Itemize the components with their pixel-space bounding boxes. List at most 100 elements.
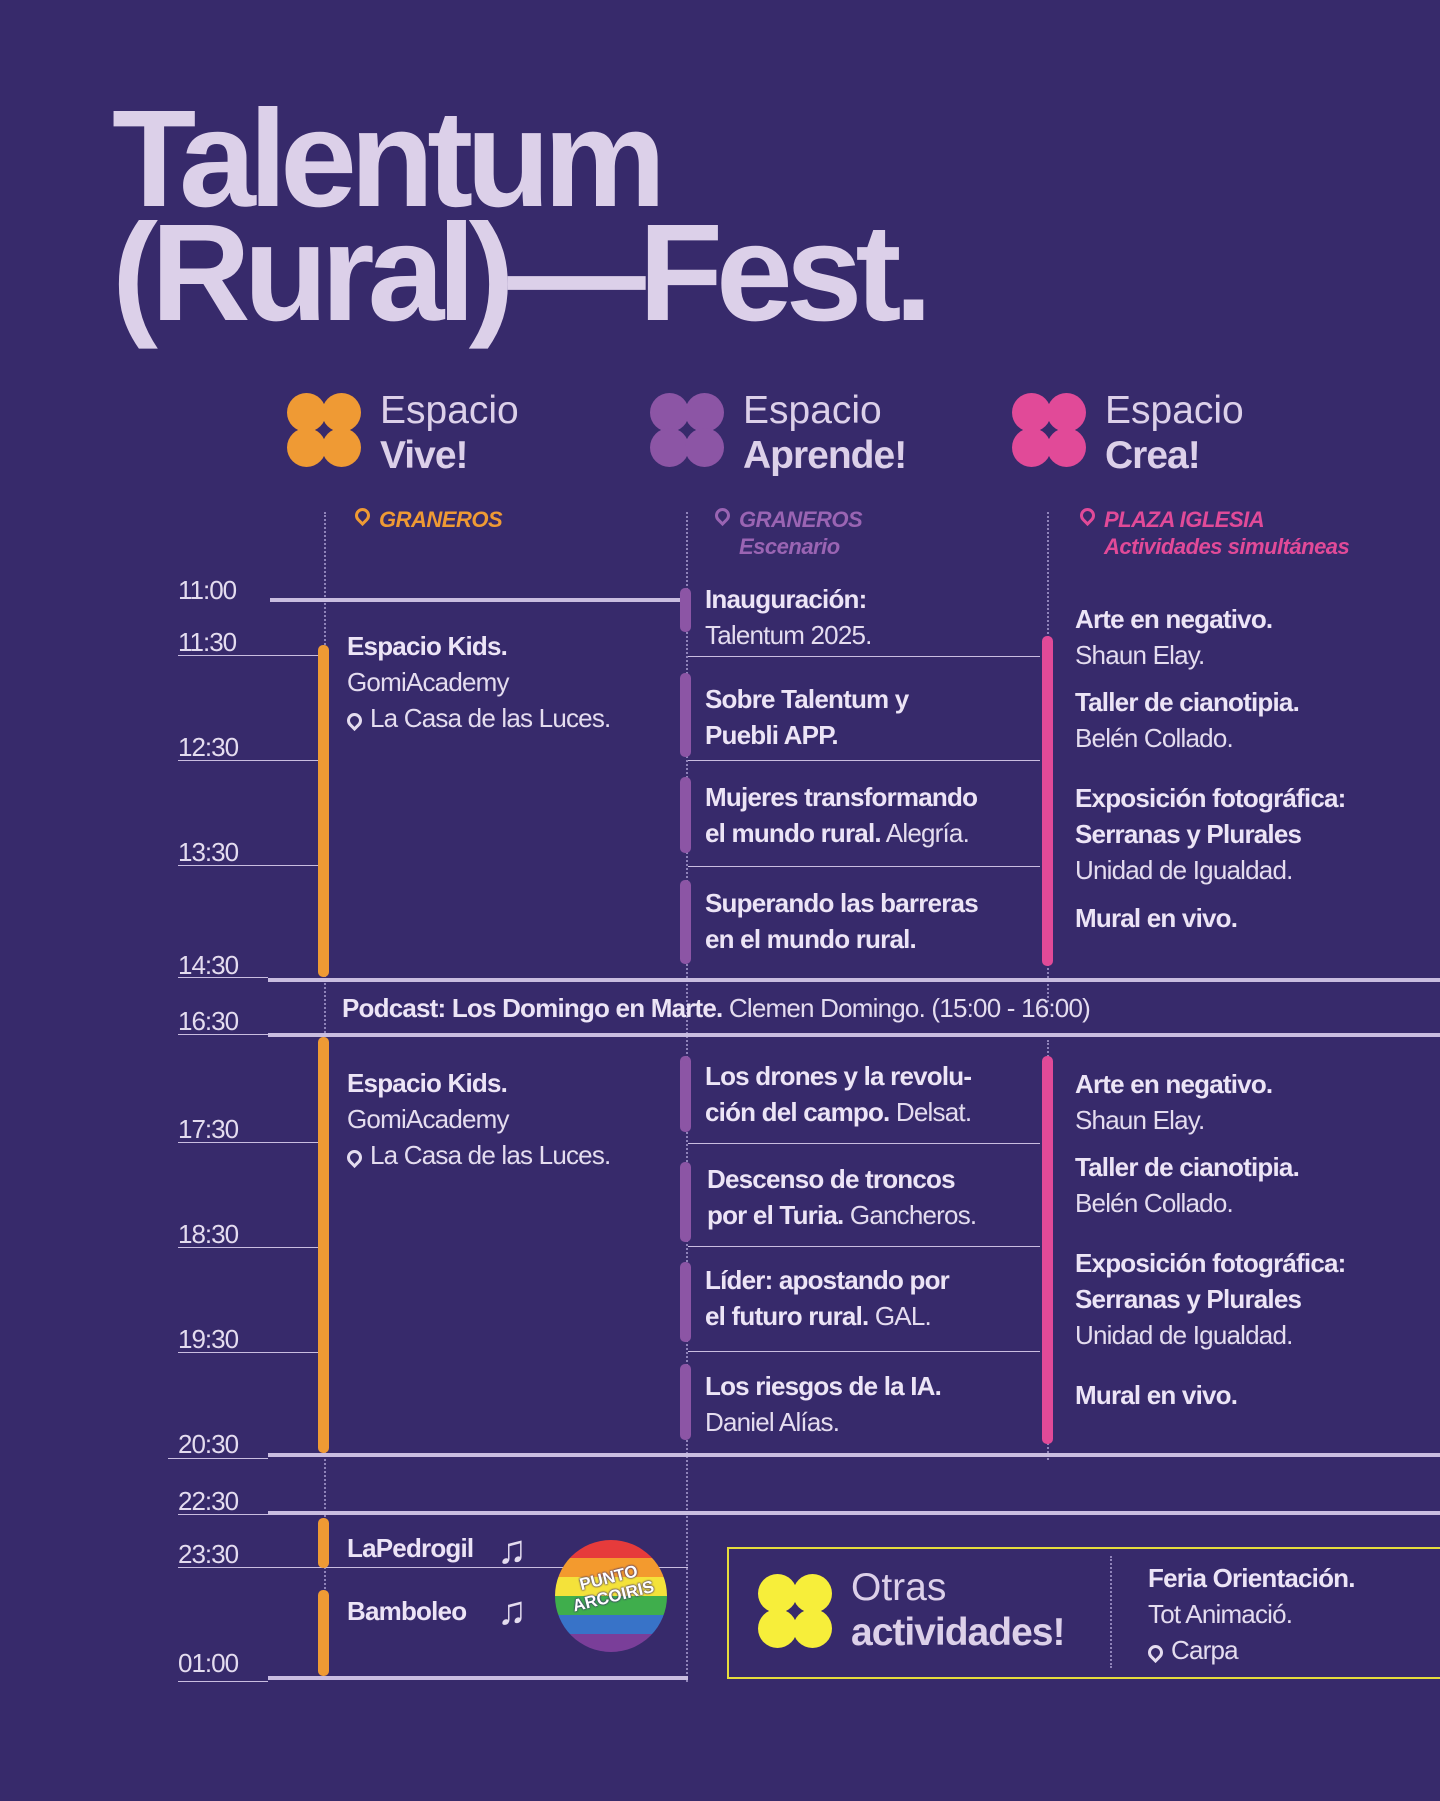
vive-event-lapedrogil: LaPedrogil: [347, 1533, 474, 1563]
title-line-1: Talentum: [112, 82, 666, 236]
timeline-divider: [178, 1567, 688, 1568]
timeline-divider: [178, 1034, 268, 1035]
crea-event: Taller de cianotipia. Belén Collado.: [1075, 687, 1300, 753]
crea-bar: [1042, 1056, 1053, 1444]
map-pin-icon: [1076, 504, 1099, 527]
vive-event-afternoon: Espacio Kids. GomiAcademy La Casa de las…: [343, 1065, 611, 1173]
timeline-divider: [268, 978, 1440, 982]
aprende-event: Líder: apostando por el futuro rural. GA…: [705, 1265, 950, 1331]
space-vive-name: Vive!: [380, 434, 469, 477]
aprende-event: Inauguración: Talentum 2025.: [705, 584, 872, 650]
aprende-event: Los drones y la revolu- ción del campo. …: [705, 1061, 972, 1127]
timeline-divider: [178, 760, 318, 761]
aprende-separator: [688, 866, 1040, 867]
space-aprende-word: Espacio: [743, 389, 882, 432]
time-label: 13:30: [178, 837, 239, 867]
timeline-divider: [268, 1676, 688, 1680]
crea-event: Mural en vivo.: [1075, 1380, 1238, 1410]
map-pin-icon: [711, 504, 734, 527]
time-label: 12:30: [178, 732, 239, 762]
title-line-2: (Rural)—Fest.: [112, 196, 933, 350]
otras-actividades-box: [727, 1547, 1440, 1679]
space-aprende-name: Aprende!: [743, 434, 907, 477]
time-label: 17:30: [178, 1114, 239, 1144]
otras-divider: [1110, 1556, 1112, 1668]
aprende-separator: [688, 656, 1040, 657]
timeline-divider: [268, 1511, 1440, 1515]
aprende-separator: [688, 1246, 1040, 1247]
vive-bar: [318, 645, 329, 977]
aprende-bar: [680, 880, 691, 964]
timeline-divider: [178, 1681, 268, 1682]
aprende-separator: [688, 760, 1040, 761]
otras-word: Otras: [851, 1566, 947, 1609]
vive-bar: [318, 1518, 329, 1568]
crea-event: Mural en vivo.: [1075, 903, 1238, 933]
otras-clover-icon: [758, 1574, 832, 1648]
aprende-event: Mujeres transformando el mundo rural. Al…: [705, 782, 978, 848]
map-pin-icon: [343, 709, 366, 731]
crea-event: Taller de cianotipia. Belén Collado.: [1075, 1152, 1300, 1218]
map-pin-icon: [343, 1146, 366, 1168]
aprende-bar: [680, 777, 691, 853]
time-label: 16:30: [178, 1006, 239, 1036]
aprende-bar: [680, 1162, 691, 1242]
space-vive-word: Espacio: [380, 389, 519, 432]
crea-clover-icon: [1012, 393, 1086, 467]
location-aprende: GRANEROS Escenario: [711, 504, 863, 560]
vive-event-morning: Espacio Kids. GomiAcademy La Casa de las…: [343, 628, 611, 736]
crea-event: Arte en negativo. Shaun Elay.: [1075, 604, 1273, 670]
timeline-divider: [178, 1514, 268, 1515]
timeline-divider: [178, 977, 268, 978]
aprende-event: Los riesgos de la IA. Daniel Alías.: [705, 1371, 942, 1437]
aprende-clover-icon: [650, 393, 724, 467]
otras-name: actividades!: [851, 1611, 1065, 1654]
timeline-divider: [268, 1453, 1440, 1457]
music-note-icon: ♫: [497, 1528, 527, 1572]
space-crea-name: Crea!: [1105, 434, 1201, 477]
punto-arcoiris-badge: PUNTO ARCOIRIS: [555, 1540, 667, 1652]
aprende-separator: [688, 1143, 1040, 1144]
aprende-bar: [680, 1262, 691, 1342]
aprende-separator: [688, 1351, 1040, 1352]
time-label: 14:30: [178, 950, 239, 980]
crea-event: Exposición fotográfica: Serranas y Plura…: [1075, 783, 1346, 885]
timeline-divider: [178, 1247, 318, 1248]
aprende-event: Superando las barreras en el mundo rural…: [705, 888, 979, 954]
vive-bar: [318, 1037, 329, 1453]
otras-event: Feria Orientación. Tot Animació. Carpa: [1144, 1560, 1355, 1668]
aprende-event: Sobre Talentum y Puebli APP.: [705, 684, 909, 750]
space-crea-word: Espacio: [1105, 389, 1244, 432]
timeline-divider: [178, 865, 318, 866]
time-label: 23:30: [178, 1539, 239, 1569]
timeline-divider: [168, 1458, 268, 1459]
time-label: 11:30: [178, 627, 237, 657]
vive-bar: [318, 1590, 329, 1676]
vive-clover-icon: [287, 393, 361, 467]
time-label: 20:30: [178, 1429, 239, 1459]
time-label: 01:00: [178, 1648, 239, 1678]
map-pin-icon: [351, 504, 374, 527]
music-note-icon: ♫: [497, 1589, 527, 1633]
podcast-event: Podcast: Los Domingo en Marte. Clemen Do…: [342, 993, 1091, 1023]
timeline-divider: [268, 1033, 1440, 1037]
timeline-divider: [178, 655, 318, 656]
aprende-event: Descenso de troncos por el Turia. Ganche…: [707, 1164, 977, 1230]
aprende-bar: [680, 673, 691, 757]
vive-event-bamboleo: Bamboleo: [347, 1596, 467, 1626]
crea-bar: [1042, 636, 1053, 966]
timeline-divider: [178, 1142, 318, 1143]
timeline-divider: [178, 1352, 318, 1353]
time-label: 11:00: [178, 575, 237, 605]
time-label: 18:30: [178, 1219, 239, 1249]
location-vive: GRANEROS: [351, 504, 503, 533]
aprende-bar: [680, 588, 691, 632]
map-pin-icon: [1144, 1641, 1167, 1663]
crea-event: Arte en negativo. Shaun Elay.: [1075, 1069, 1273, 1135]
time-label: 22:30: [178, 1486, 239, 1516]
time-label: 19:30: [178, 1324, 239, 1354]
aprende-bar: [680, 1056, 691, 1132]
timeline-divider: [270, 598, 682, 602]
crea-event: Exposición fotográfica: Serranas y Plura…: [1075, 1248, 1346, 1350]
aprende-bar: [680, 1364, 691, 1440]
